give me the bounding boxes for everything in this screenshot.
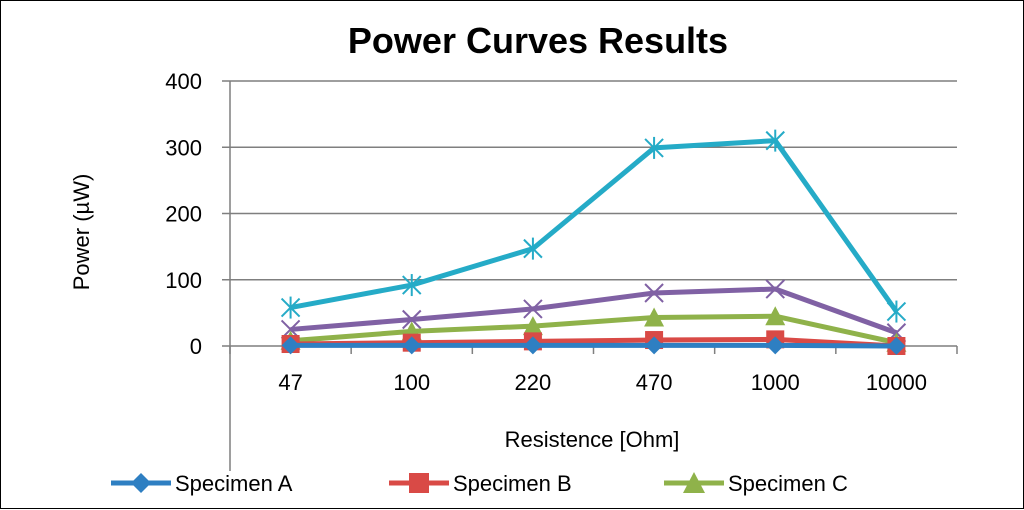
series-line <box>290 342 897 349</box>
x-tick-label-220: 220 <box>515 370 552 395</box>
data-point-1000 <box>765 129 785 152</box>
data-point-10000 <box>886 300 907 323</box>
y-tick-label-100: 100 <box>165 268 202 293</box>
data-point-1000 <box>766 336 785 355</box>
data-point-100 <box>402 336 421 355</box>
data-point-220 <box>523 299 543 319</box>
legend-swatch-marker <box>683 472 705 493</box>
legend-label: Specimen B <box>453 471 572 496</box>
legend: Specimen A Specimen B Specimen C <box>111 471 848 496</box>
gridlines <box>222 80 958 471</box>
x-tick-label-470: 470 <box>636 370 673 395</box>
legend-label: Specimen A <box>175 471 293 496</box>
data-point-100 <box>402 309 422 330</box>
x-tick-label-100: 100 <box>393 370 430 395</box>
legend-item-specimen-a: Specimen A <box>111 471 293 496</box>
data-point-470 <box>644 283 664 303</box>
data-point-47 <box>281 336 300 355</box>
series-specimen-a <box>281 336 906 355</box>
data-point-470 <box>644 136 664 159</box>
data-point-470 <box>645 336 664 355</box>
x-tick-label-47: 47 <box>278 370 302 395</box>
series-line <box>290 138 899 313</box>
legend-item-specimen-b: Specimen B <box>389 471 572 496</box>
legend-swatch-marker <box>409 473 429 493</box>
series-line <box>290 313 897 346</box>
y-tick-label-400: 400 <box>165 69 202 94</box>
data-point-1000 <box>765 279 785 299</box>
series-line <box>290 286 898 336</box>
y-tick-label-300: 300 <box>165 135 202 160</box>
legend-label: Specimen C <box>728 471 848 496</box>
y-tick-label-200: 200 <box>165 202 202 227</box>
series-layer <box>280 129 907 355</box>
data-point-470 <box>644 307 665 327</box>
data-point-10000 <box>887 337 906 355</box>
series-specimen-e <box>280 129 907 323</box>
data-point-47 <box>280 296 301 319</box>
legend-item-specimen-c: Specimen C <box>664 471 848 496</box>
chart-title: Power Curves Results <box>348 20 728 61</box>
data-point-220 <box>523 336 542 355</box>
x-tick-label-10000: 10000 <box>866 370 927 395</box>
series-specimen-d <box>280 279 907 343</box>
y-tick-label-0: 0 <box>190 334 202 359</box>
data-point-100 <box>402 274 422 297</box>
y-tick-labels: 0 100 200 300 400 <box>165 69 202 359</box>
x-tick-label-1000: 1000 <box>751 370 800 395</box>
y-axis-title: Power (µW) <box>69 174 94 291</box>
x-axis-title: Resistence [Ohm] <box>505 427 680 452</box>
data-point-1000 <box>765 306 786 326</box>
data-point-220 <box>523 237 543 260</box>
data-point-220 <box>522 316 543 336</box>
x-tick-labels: 47 100 220 470 1000 10000 <box>278 370 927 395</box>
legend-swatch-marker <box>131 473 151 493</box>
